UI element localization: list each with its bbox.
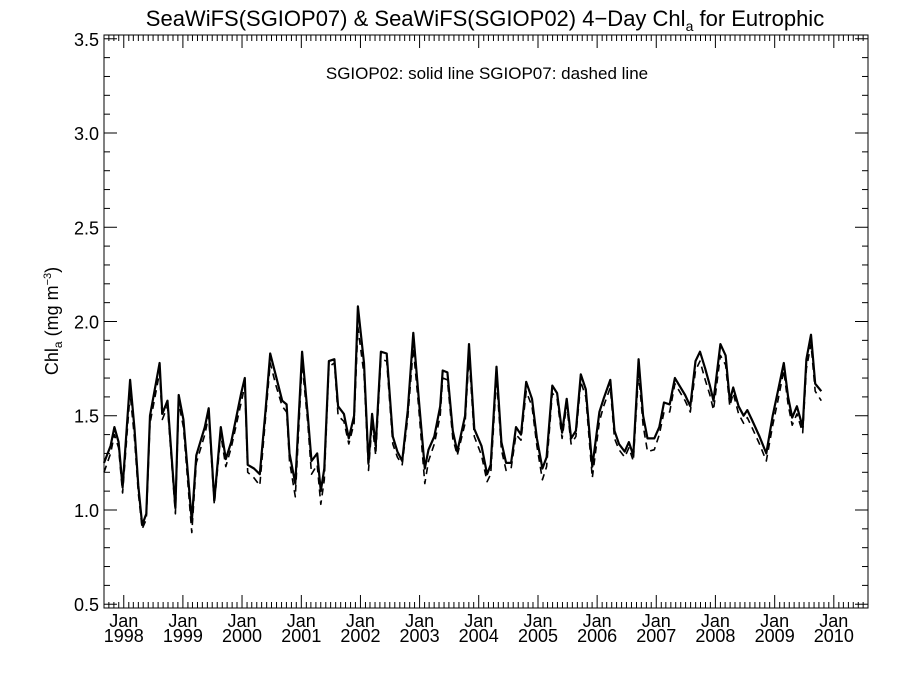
legend-annotation: SGIOP02: solid line SGIOP07: dashed line (326, 64, 648, 83)
chart-title-main: SeaWiFS(SGIOP07) & SeaWiFS(SGIOP02) 4−Da… (146, 6, 686, 31)
x-tick-label-month: Jan (405, 611, 434, 631)
x-tick-label-month: Jan (583, 611, 612, 631)
y-axis-label: Chla (mg m−3) (42, 267, 65, 375)
series-layer (102, 305, 823, 534)
x-tick-label-year: 2003 (400, 626, 440, 646)
x-tick-label-year: 2005 (518, 626, 558, 646)
x-tick-label-month: Jan (701, 611, 730, 631)
x-tick-label-month: Jan (819, 611, 848, 631)
y-tick-label: 3.0 (74, 124, 99, 144)
x-tick-label-year: 2001 (281, 626, 321, 646)
chart-title: SeaWiFS(SGIOP07) & SeaWiFS(SGIOP02) 4−Da… (146, 6, 824, 34)
x-tick-label-year: 2009 (755, 626, 795, 646)
x-tick-label-month: Jan (760, 611, 789, 631)
x-tick-label-month: Jan (642, 611, 671, 631)
x-tick-label-month: Jan (523, 611, 552, 631)
chart-title-tail: for Eutrophic (693, 6, 824, 31)
x-tick-label-year: 2004 (459, 626, 499, 646)
y-tick-label: 1.0 (74, 501, 99, 521)
x-tick-label-year: 2007 (636, 626, 676, 646)
x-tick-label-year: 1998 (104, 626, 144, 646)
y-tick-label: 0.5 (74, 595, 99, 615)
x-tick-label-year: 1999 (163, 626, 203, 646)
x-axis: Jan1998Jan1999Jan2000Jan2001Jan2002Jan20… (104, 35, 864, 646)
x-tick-label-year: 2006 (577, 626, 617, 646)
x-tick-label-month: Jan (346, 611, 375, 631)
x-tick-label-month: Jan (287, 611, 316, 631)
chart-title-subscript: a (686, 18, 694, 34)
y-axis-label-main: Chl (42, 348, 62, 375)
x-tick-label-month: Jan (464, 611, 493, 631)
x-tick-label-month: Jan (109, 611, 138, 631)
y-axis-label-subscript: a (51, 341, 65, 348)
x-tick-label-year: 2010 (814, 626, 854, 646)
x-tick-label-year: 2002 (340, 626, 380, 646)
y-axis: 0.5 1.0 1.5 2.0 2.5 3.0 3.5 (74, 30, 868, 615)
plot-frame (103, 34, 869, 609)
x-tick-label-month: Jan (228, 611, 257, 631)
x-tick-label-year: 2008 (695, 626, 735, 646)
x-tick-label-year: 2000 (222, 626, 262, 646)
y-axis-label-close: ) (42, 267, 62, 273)
y-axis-label-exponent: −3 (42, 273, 54, 286)
y-tick-label: 2.5 (74, 218, 99, 238)
x-tick-label-month: Jan (168, 611, 197, 631)
series-line-sgiop02 (102, 305, 823, 527)
y-tick-label: 3.5 (74, 30, 99, 50)
y-axis-label-units: (mg m (42, 285, 62, 341)
y-tick-label: 2.0 (74, 313, 99, 333)
y-tick-label: 1.5 (74, 407, 99, 427)
